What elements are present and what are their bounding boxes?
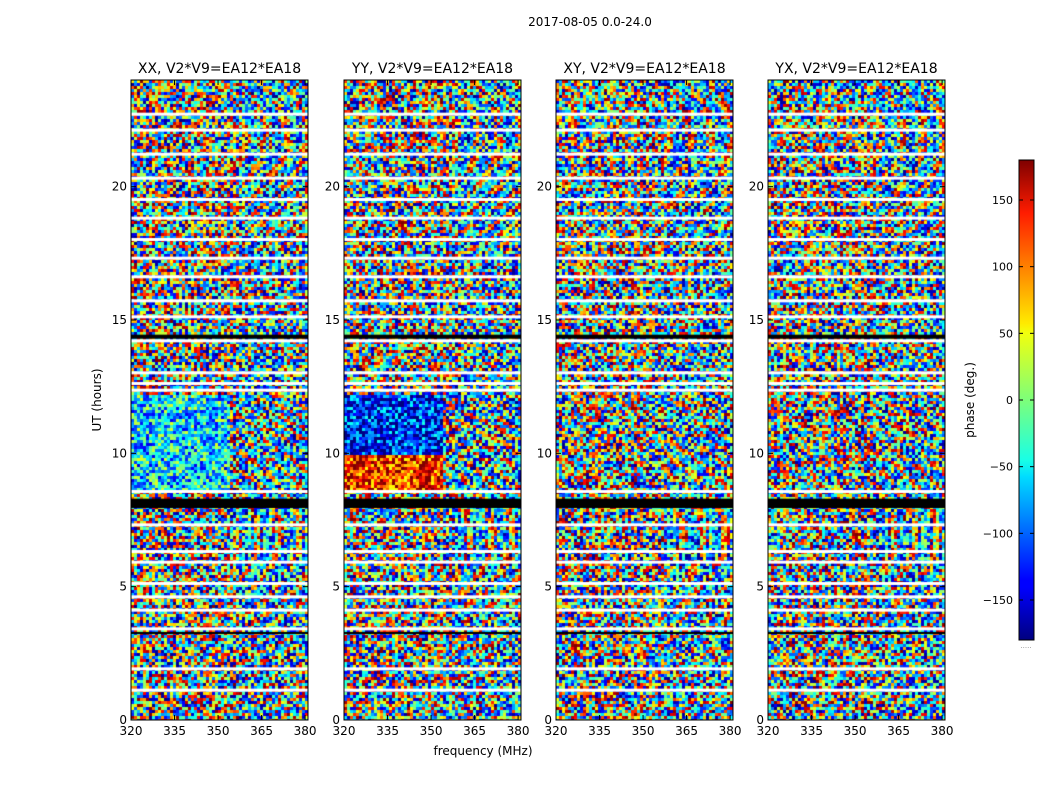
- y-tick-label: 10: [112, 446, 127, 460]
- x-tick-label: 365: [887, 724, 910, 738]
- colorbar-tick-label: −50: [990, 461, 1013, 474]
- x-tick-label: 350: [844, 724, 867, 738]
- x-tick-label: 335: [588, 724, 611, 738]
- panel-2: YY, V2*V9=EA12*EA18 320 335 350 365 380 0 5 10 15…: [325, 61, 530, 738]
- y-tick-label: 20: [325, 180, 340, 194]
- x-tick-label: 320: [545, 724, 568, 738]
- figure-title: 2017-08-05 0.0-24.0: [528, 15, 652, 29]
- panel-4-frame: [767, 79, 946, 721]
- y-tick-label: 0: [756, 713, 764, 727]
- colorbar-tick-label: 0: [1006, 394, 1013, 407]
- y-tick-label: 15: [537, 313, 552, 327]
- x-tick-label: 380: [507, 724, 530, 738]
- panel-2-title: YY, V2*V9=EA12*EA18: [351, 61, 513, 77]
- y-tick-label: 5: [544, 580, 552, 594]
- x-tick-label: 350: [632, 724, 655, 738]
- colorbar-tick-label: 150: [992, 194, 1013, 207]
- panel-4-title: YX, V2*V9=EA12*EA18: [774, 61, 937, 77]
- panels-group: XX, V2*V9=EA12*EA18 320 335 350 365 380 0 5 10 15…: [112, 61, 954, 738]
- y-tick-label: 15: [112, 313, 127, 327]
- colorbar: 150 100 50 0 −50 −100 −150 phase (deg.) .....: [963, 159, 1035, 650]
- panel-1-heatmap: [131, 80, 308, 720]
- y-axis-label: UT (hours): [90, 368, 104, 431]
- x-tick-label: 335: [376, 724, 399, 738]
- y-tick-label: 15: [325, 313, 340, 327]
- x-tick-label: 380: [719, 724, 742, 738]
- y-tick-label: 15: [749, 313, 764, 327]
- panel-3-heatmap: [556, 80, 733, 720]
- y-tick-label: 20: [537, 180, 552, 194]
- panel-4: YX, V2*V9=EA12*EA18 320 335 350 365 380 0 5 10 15…: [749, 61, 954, 738]
- x-tick-label: 335: [800, 724, 823, 738]
- x-tick-label: 350: [420, 724, 443, 738]
- panel-2-heatmap: [344, 80, 521, 720]
- panel-1-title: XX, V2*V9=EA12*EA18: [138, 61, 301, 77]
- x-tick-label: 320: [333, 724, 356, 738]
- y-tick-label: 5: [756, 580, 764, 594]
- panel-2-frame: [343, 79, 522, 721]
- colorbar-label: phase (deg.): [963, 362, 977, 438]
- x-tick-label: 350: [207, 724, 230, 738]
- y-tick-label: 0: [119, 713, 127, 727]
- y-tick-label: 20: [112, 180, 127, 194]
- y-tick-label: 0: [332, 713, 340, 727]
- panel-3: XY, V2*V9=EA12*EA18 320 335 350 365 380 0 5 10 15…: [537, 61, 742, 738]
- y-tick-label: 5: [119, 580, 127, 594]
- y-tick-label: 10: [749, 446, 764, 460]
- colorbar-tick-label: −150: [983, 594, 1013, 607]
- colorbar-footer: .....: [1020, 642, 1031, 650]
- x-tick-label: 365: [250, 724, 273, 738]
- colorbar-tick-label: 50: [999, 327, 1013, 340]
- panel-3-title: XY, V2*V9=EA12*EA18: [563, 61, 725, 77]
- panel-3-frame: [555, 79, 734, 721]
- x-tick-label: 320: [757, 724, 780, 738]
- colorbar-tick-label: 100: [992, 261, 1013, 274]
- x-tick-label: 320: [120, 724, 143, 738]
- panel-1: XX, V2*V9=EA12*EA18 320 335 350 365 380 0 5 10 15…: [112, 61, 317, 738]
- x-tick-label: 335: [163, 724, 186, 738]
- colorbar-tick-label: −100: [983, 527, 1013, 540]
- x-tick-label: 365: [463, 724, 486, 738]
- y-tick-label: 20: [749, 180, 764, 194]
- x-tick-label: 380: [931, 724, 954, 738]
- y-tick-label: 5: [332, 580, 340, 594]
- y-tick-label: 10: [325, 446, 340, 460]
- x-axis-label: frequency (MHz): [433, 744, 532, 758]
- colorbar-ticks: 150 100 50 0 −50 −100 −150: [983, 194, 1034, 607]
- y-tick-label: 0: [544, 713, 552, 727]
- panel-4-heatmap: [768, 80, 945, 720]
- x-tick-label: 365: [675, 724, 698, 738]
- y-tick-label: 10: [537, 446, 552, 460]
- panel-1-frame: [130, 79, 309, 721]
- x-tick-label: 380: [294, 724, 317, 738]
